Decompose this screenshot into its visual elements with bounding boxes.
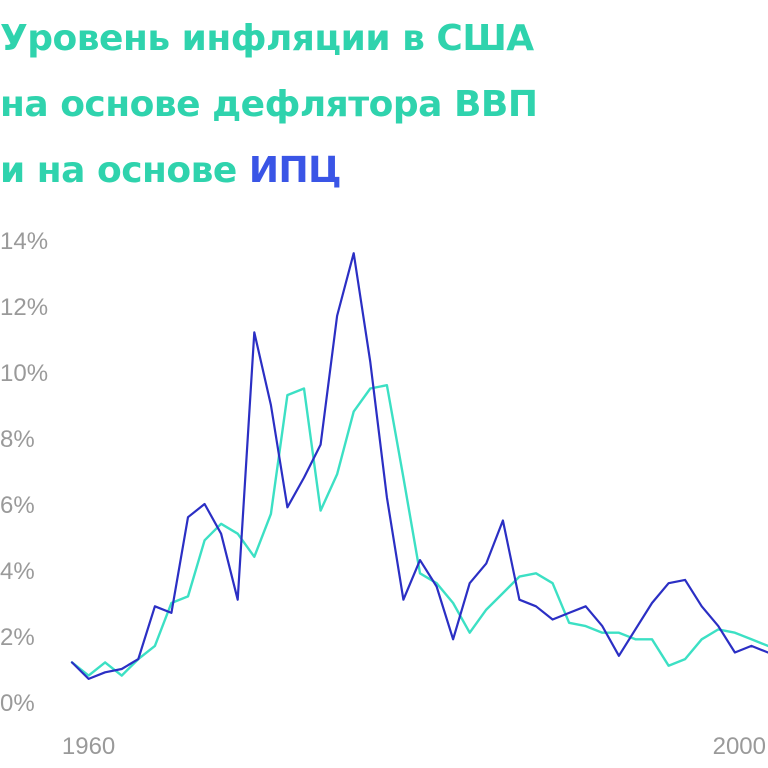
series-line-deflator [70, 384, 768, 677]
chart-title-line-1: Уровень инфляции в США [0, 18, 534, 59]
y-tick-label: 0% [0, 690, 35, 717]
y-tick-label: 10% [0, 360, 48, 387]
series-line-cpi [70, 252, 768, 681]
y-tick-label: 6% [0, 492, 35, 519]
y-tick-label: 2% [0, 624, 35, 651]
chart-title: Уровень инфляции в США на основе дефлято… [0, 6, 538, 204]
chart-title-accent: ИПЦ [248, 150, 342, 191]
chart-title-line-3-prefix: и на основе [0, 150, 249, 191]
y-tick-label: 8% [0, 426, 35, 453]
chart-title-line-3: и на основе ИПЦ [0, 138, 538, 204]
y-axis-tick-labels: 0% 2% 4% 6% 8% 10% 12% 14% [0, 228, 48, 717]
y-tick-label: 12% [0, 294, 48, 321]
x-axis-tick-labels: 1960 2000 [62, 733, 766, 760]
x-tick-label: 2000 [713, 733, 766, 760]
series-lines [70, 252, 768, 681]
y-tick-label: 14% [0, 228, 48, 255]
y-tick-label: 4% [0, 558, 35, 585]
chart-title-line-2: на основе дефлятора ВВП [0, 84, 538, 125]
x-tick-label: 1960 [62, 733, 115, 760]
